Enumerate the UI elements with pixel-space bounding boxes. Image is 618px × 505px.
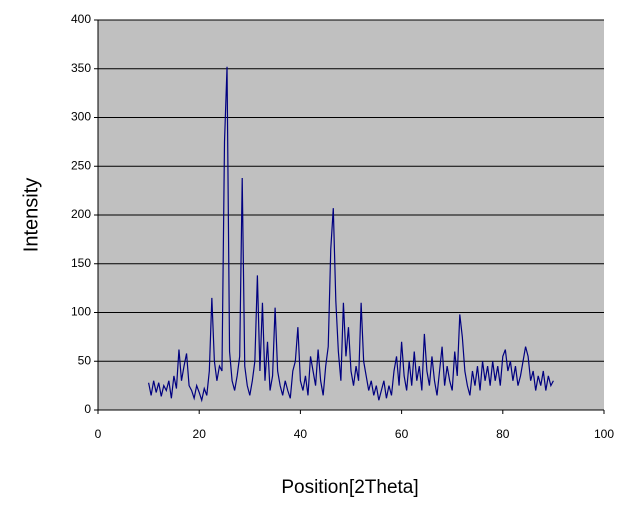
x-axis-title: Position[2Theta] — [281, 477, 418, 498]
y-tick-label: 50 — [78, 353, 92, 367]
y-tick-label: 150 — [71, 256, 91, 270]
x-tick-label: 80 — [496, 427, 510, 441]
y-tick-label: 0 — [84, 402, 91, 416]
y-tick-label: 100 — [71, 305, 91, 319]
x-tick-label: 40 — [294, 427, 308, 441]
y-tick-label: 200 — [71, 207, 91, 221]
x-tick-label: 60 — [395, 427, 409, 441]
y-tick-label: 350 — [71, 61, 91, 75]
y-axis-title: Intensity — [20, 178, 42, 252]
x-tick-label: 20 — [193, 427, 207, 441]
y-tick-label: 300 — [71, 110, 91, 124]
data-line — [148, 66, 554, 403]
y-tick-label: 400 — [71, 12, 91, 26]
x-tick-label: 100 — [594, 427, 614, 441]
x-tick-label: 0 — [95, 427, 102, 441]
y-tick-label: 250 — [71, 158, 91, 172]
